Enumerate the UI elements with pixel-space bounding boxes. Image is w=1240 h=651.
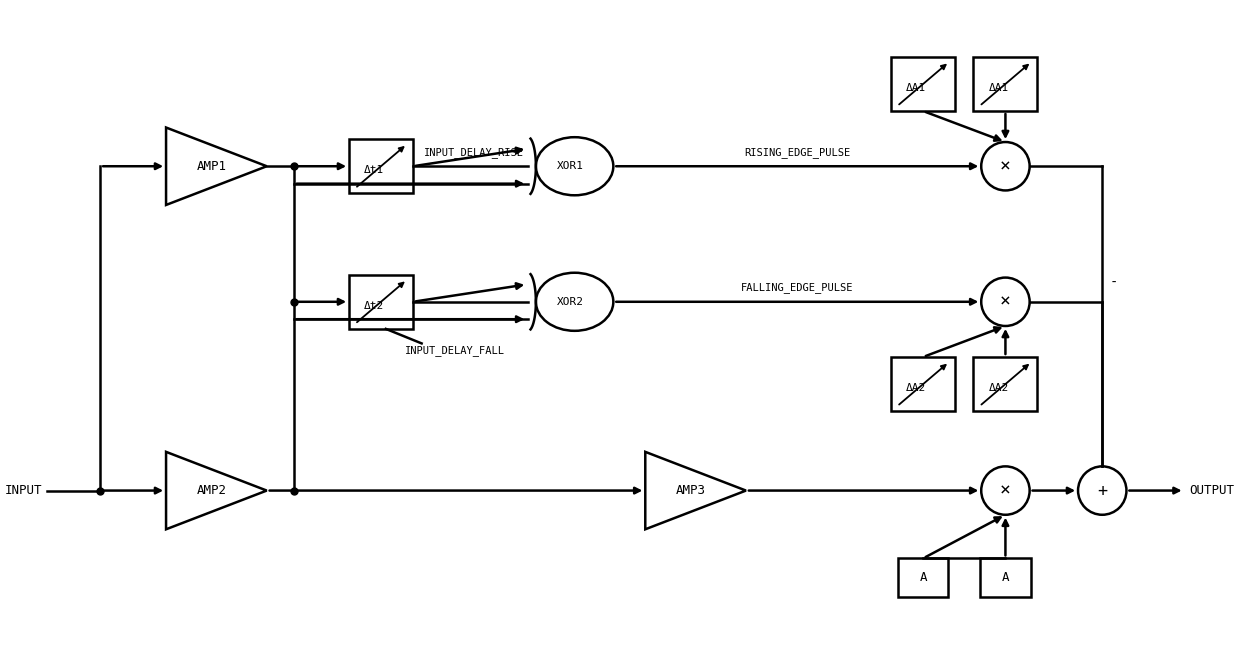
Text: ×: × [999, 482, 1011, 499]
Text: ΔA1: ΔA1 [988, 83, 1009, 93]
Text: OUTPUT: OUTPUT [1189, 484, 1234, 497]
Text: XOR2: XOR2 [557, 297, 584, 307]
Text: Δt1: Δt1 [365, 165, 384, 175]
Text: AMP2: AMP2 [197, 484, 227, 497]
Text: AMP1: AMP1 [197, 159, 227, 173]
Bar [348, 139, 413, 193]
Text: A: A [919, 571, 926, 584]
Text: INPUT_DELAY_FALL: INPUT_DELAY_FALL [405, 345, 505, 356]
Text: INPUT_DELAY_RISE: INPUT_DELAY_RISE [424, 146, 525, 158]
Text: A: A [1002, 571, 1009, 584]
Text: -: - [1110, 276, 1118, 290]
Bar [981, 559, 1030, 597]
Bar [892, 357, 955, 411]
Bar [892, 57, 955, 111]
Text: +: + [1097, 482, 1107, 499]
Text: ΔA2: ΔA2 [988, 383, 1009, 393]
Text: RISING_EDGE_PULSE: RISING_EDGE_PULSE [744, 146, 851, 158]
Text: FALLING_EDGE_PULSE: FALLING_EDGE_PULSE [742, 282, 853, 293]
Bar [973, 57, 1038, 111]
Bar [973, 357, 1038, 411]
Text: Δt2: Δt2 [365, 301, 384, 311]
Text: ΔA1: ΔA1 [906, 83, 926, 93]
Text: ×: × [999, 293, 1011, 311]
Text: AMP3: AMP3 [676, 484, 706, 497]
Text: ΔA2: ΔA2 [906, 383, 926, 393]
Bar [348, 275, 413, 329]
Bar [898, 559, 949, 597]
Text: XOR1: XOR1 [557, 161, 584, 171]
Text: INPUT: INPUT [5, 484, 42, 497]
Text: ×: × [999, 158, 1011, 175]
